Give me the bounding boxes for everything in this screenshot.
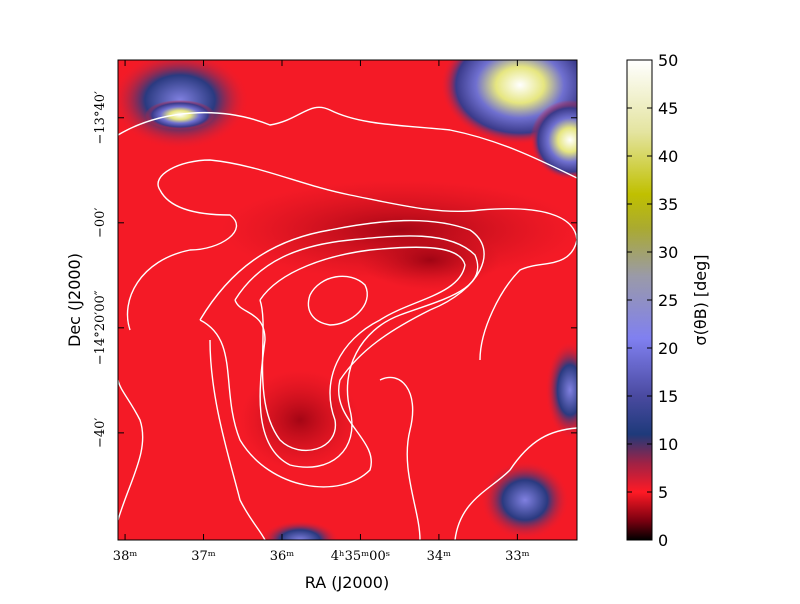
plot-frame: [117, 59, 578, 541]
colorbar-tick-label: 5: [658, 483, 668, 502]
y-axis-label: Dec (J2000): [65, 253, 84, 347]
colorbar-tick-label: 20: [658, 339, 678, 358]
x-tick-label: 34ᵐ: [427, 549, 452, 564]
colorbar-tick-label: 10: [658, 435, 678, 454]
x-tick-label: 4ʰ35ᵐ00ˢ: [331, 549, 390, 564]
colorbar-tick-label: 40: [658, 147, 678, 166]
x-tick-label: 37ᵐ: [191, 549, 216, 564]
x-tick-label: 38ᵐ: [113, 549, 138, 564]
y-tick-label: −40′: [93, 418, 108, 448]
y-tick-label: −00′: [93, 208, 108, 238]
x-axis-label: RA (J2000): [305, 573, 389, 592]
colorbar-tick-label: 35: [658, 195, 678, 214]
y-tick-label: −14°20′00″: [93, 290, 108, 365]
colorbar-tick-label: 15: [658, 387, 678, 406]
map: [118, 60, 577, 540]
x-tick-label: 33ᵐ: [505, 549, 530, 564]
colorbar-tick-label: 50: [658, 51, 678, 70]
colorbar-tick-label: 30: [658, 243, 678, 262]
x-tick-label: 36ᵐ: [270, 549, 295, 564]
colorbar-label: σ(θB) [deg]: [691, 254, 710, 345]
y-tick-label: −13°40′: [93, 91, 108, 144]
colorbar-tick-label: 0: [658, 531, 668, 550]
colorbar-tick-label: 25: [658, 291, 678, 310]
colorbar-tick-label: 45: [658, 99, 678, 118]
